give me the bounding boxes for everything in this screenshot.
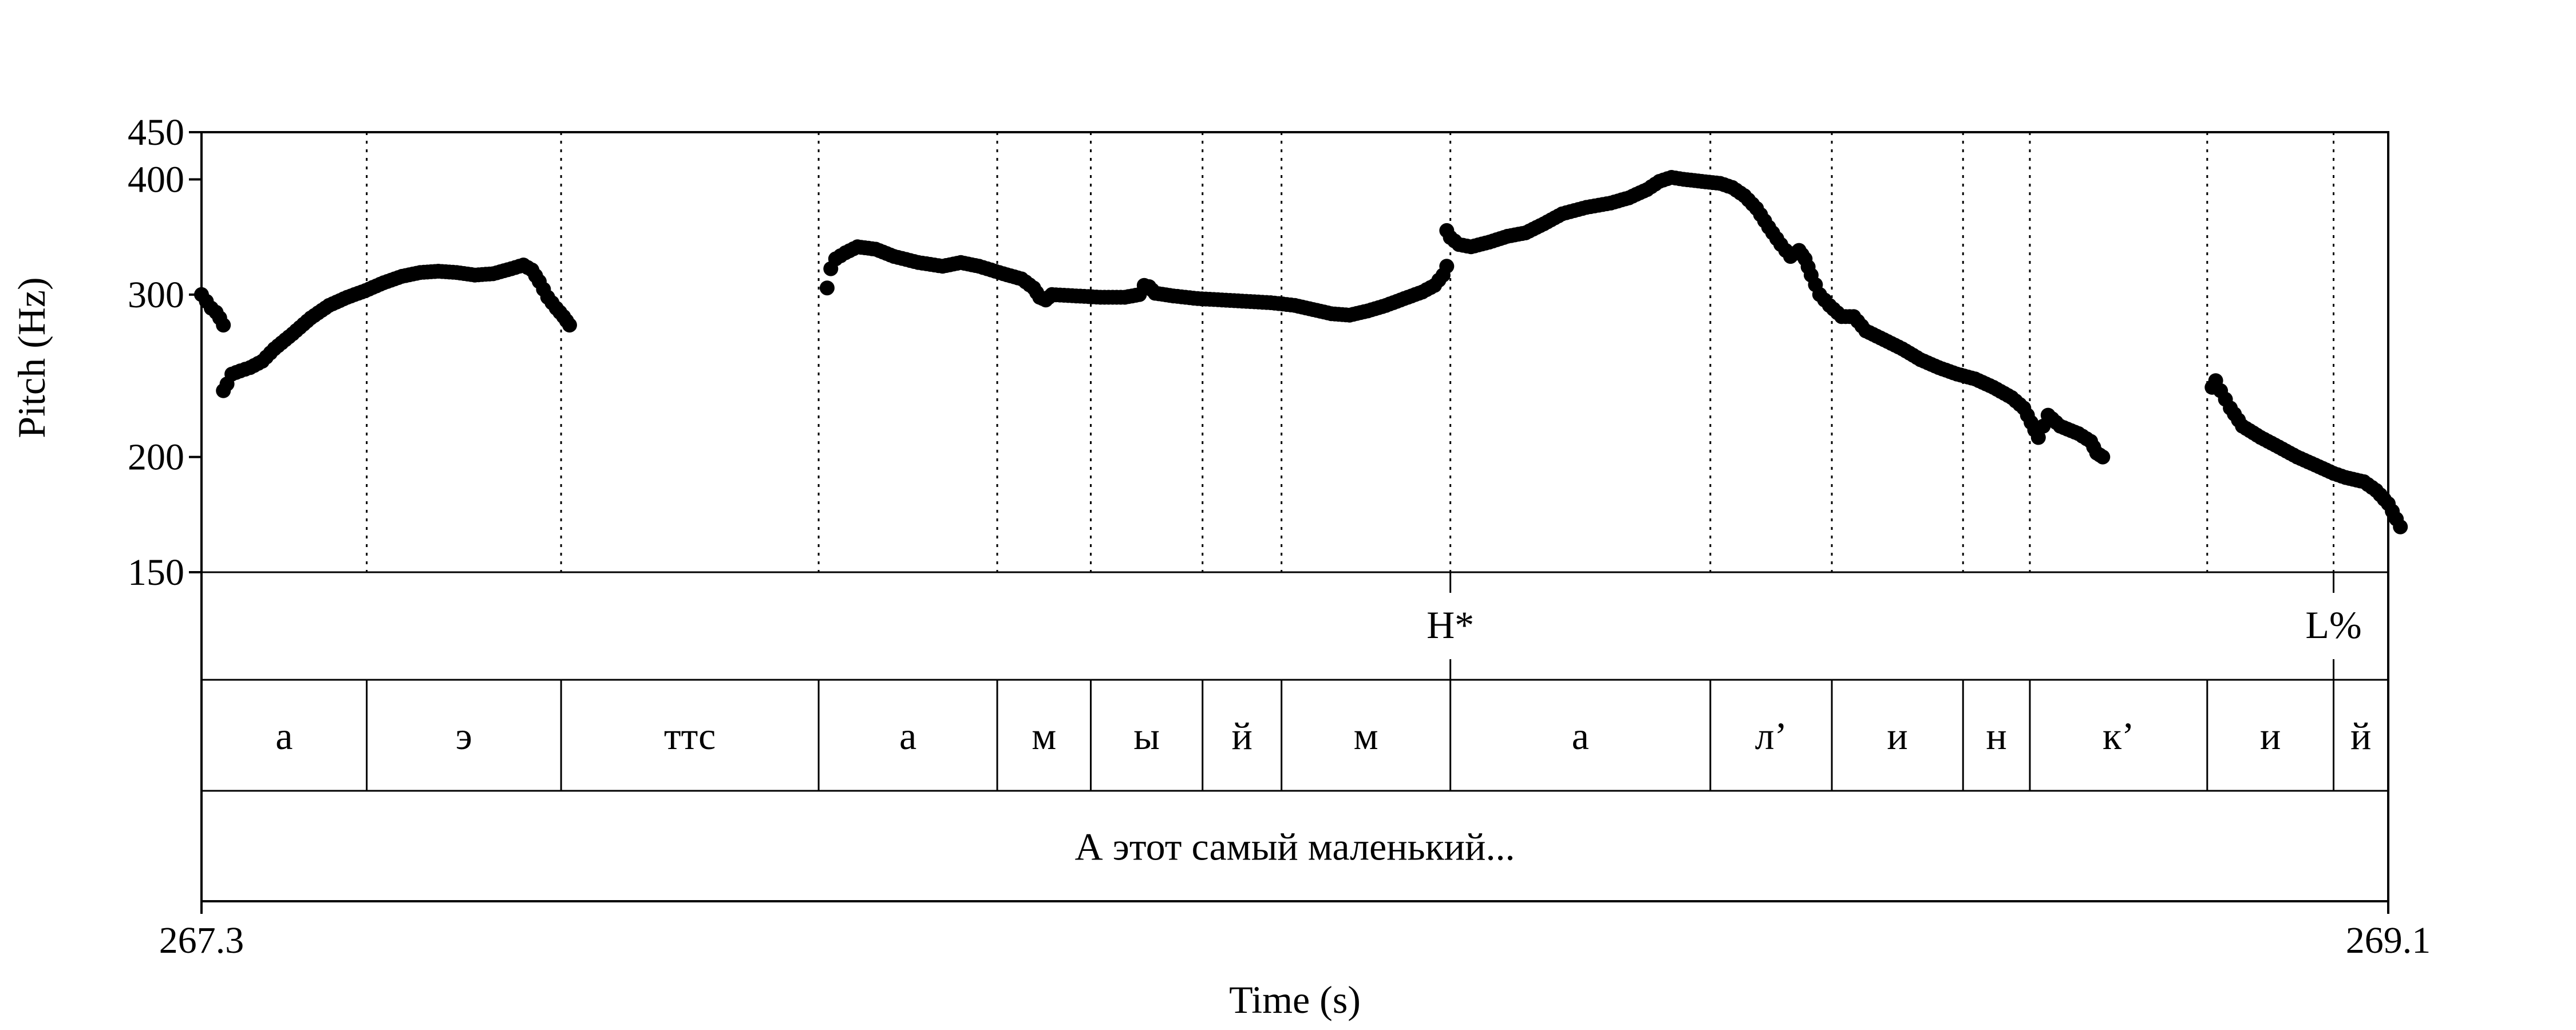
y-tick-label: 300 bbox=[128, 274, 184, 316]
word-label: А этот самый маленький... bbox=[1075, 825, 1515, 869]
phone-label: и bbox=[1887, 714, 1907, 758]
phone-label: м bbox=[1032, 714, 1056, 758]
phone-label: л’ bbox=[1755, 714, 1788, 758]
phone-label: н bbox=[1986, 714, 2006, 758]
pitch-point bbox=[2095, 449, 2111, 465]
pitch-point bbox=[1439, 259, 1455, 274]
phone-label: а bbox=[899, 714, 916, 758]
y-axis-title: Pitch (Hz) bbox=[10, 277, 53, 438]
phone-label: й bbox=[2350, 714, 2371, 758]
pitch-point bbox=[2393, 519, 2408, 534]
phone-label: ттс bbox=[664, 714, 716, 758]
phone-label: а bbox=[1572, 714, 1589, 758]
x-tick-label: 269.1 bbox=[2346, 920, 2431, 961]
tier-frame bbox=[200, 131, 2389, 902]
tone-label: H* bbox=[1427, 603, 1474, 647]
y-tick-label: 450 bbox=[128, 112, 184, 153]
phone-label: и bbox=[2260, 714, 2281, 758]
phone-label: м bbox=[1354, 714, 1378, 758]
pitch-contour bbox=[194, 170, 2408, 534]
phone-tier: а э ттс а м ы й м а л’ и н к’ и й bbox=[275, 714, 2371, 758]
phone-label: а bbox=[275, 714, 293, 758]
y-tick-label: 200 bbox=[128, 437, 184, 478]
x-axis-title: Time (s) bbox=[1229, 978, 1361, 1021]
y-axis: 150 200 300 400 450 bbox=[128, 112, 202, 593]
tone-tier: H* L% bbox=[1427, 572, 2362, 680]
pitch-point bbox=[562, 318, 577, 333]
tone-label: L% bbox=[2305, 603, 2361, 647]
pitch-point bbox=[819, 280, 835, 296]
x-tick-label: 267.3 bbox=[159, 920, 244, 961]
word-tier: А этот самый маленький... bbox=[1075, 825, 1515, 869]
figure-border bbox=[200, 131, 2389, 902]
pitch-point bbox=[2030, 430, 2046, 445]
x-axis: 267.3 269.1 bbox=[159, 901, 2431, 961]
phone-label: к’ bbox=[2103, 714, 2135, 758]
phone-label: ы bbox=[1133, 714, 1160, 758]
boundary-lines bbox=[366, 132, 2334, 791]
phone-label: й bbox=[1231, 714, 1252, 758]
pitch-point bbox=[216, 318, 231, 333]
phone-label: э bbox=[456, 714, 472, 758]
y-tick-label: 150 bbox=[128, 552, 184, 593]
y-tick-label: 400 bbox=[128, 159, 184, 200]
